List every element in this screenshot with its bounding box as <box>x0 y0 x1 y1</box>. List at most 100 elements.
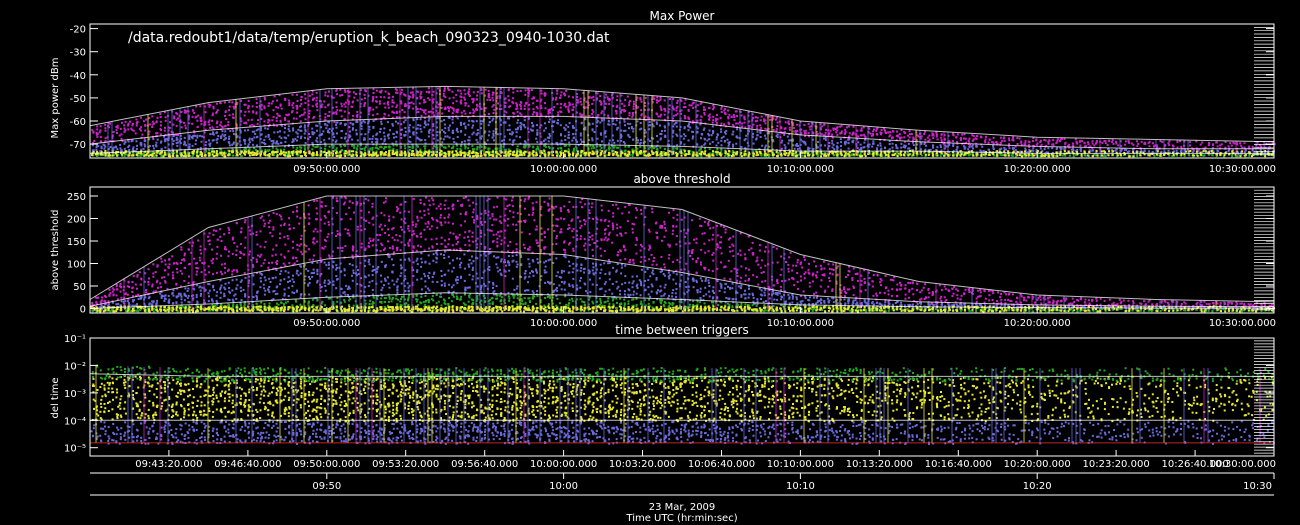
density-point <box>92 141 95 144</box>
density-point <box>95 131 98 134</box>
density-point <box>348 100 350 103</box>
density-point <box>748 151 751 154</box>
density-point <box>591 150 594 153</box>
density-point <box>368 110 371 113</box>
density-point <box>374 146 377 149</box>
density-point <box>803 154 806 157</box>
density-point <box>628 136 631 139</box>
density-point <box>343 144 346 147</box>
density-point <box>507 95 510 98</box>
density-point <box>672 108 675 111</box>
density-point <box>932 133 935 136</box>
density-point <box>968 137 971 140</box>
density-point <box>123 153 126 155</box>
density-point <box>271 143 274 146</box>
density-point <box>867 145 870 148</box>
density-point <box>172 154 175 157</box>
density-point <box>935 135 938 138</box>
density-point <box>824 134 827 137</box>
density-point <box>100 147 103 150</box>
density-point <box>428 115 430 118</box>
density-point <box>680 112 683 115</box>
density-point <box>741 125 744 128</box>
density-point <box>600 133 603 136</box>
density-point <box>464 125 467 128</box>
density-point <box>403 152 406 155</box>
density-point <box>507 88 510 91</box>
density-point <box>752 150 755 153</box>
density-point <box>427 130 430 133</box>
density-point <box>359 102 362 105</box>
density-point <box>247 129 250 132</box>
density-point <box>705 154 708 157</box>
density-point <box>241 150 244 153</box>
density-point <box>216 153 219 156</box>
density-point <box>820 128 822 131</box>
density-point <box>647 124 650 127</box>
density-point <box>183 150 186 153</box>
density-point <box>616 151 619 154</box>
density-point <box>616 146 618 149</box>
density-point <box>284 145 286 148</box>
density-point <box>448 151 451 154</box>
density-point <box>672 120 675 123</box>
density-point <box>803 140 805 143</box>
density-point <box>259 154 262 157</box>
density-point <box>539 155 542 158</box>
density-point <box>628 112 631 114</box>
density-point <box>416 127 419 130</box>
density-point <box>816 146 819 149</box>
density-point <box>253 151 256 154</box>
density-point <box>199 134 201 137</box>
density-point <box>496 97 499 100</box>
density-point <box>876 144 879 147</box>
density-point <box>512 141 515 144</box>
density-point <box>363 121 366 124</box>
density-point <box>303 124 306 127</box>
density-point <box>332 132 335 135</box>
density-point <box>580 114 583 117</box>
density-point <box>467 151 470 154</box>
density-point <box>419 128 422 130</box>
density-point <box>523 116 526 119</box>
density-point <box>167 129 170 132</box>
density-point <box>243 140 246 143</box>
density-point <box>163 129 166 132</box>
density-point <box>475 155 478 158</box>
density-point <box>431 134 434 136</box>
density-point <box>792 130 795 133</box>
density-point <box>784 127 787 130</box>
density-point <box>968 151 971 154</box>
density-point <box>148 151 151 154</box>
density-point <box>495 107 498 110</box>
density-point <box>688 104 691 107</box>
density-point <box>680 141 682 144</box>
density-point <box>472 131 475 134</box>
density-point <box>319 104 322 107</box>
density-point <box>463 89 466 92</box>
density-point <box>324 154 327 157</box>
density-point <box>368 149 371 152</box>
density-point <box>676 99 679 102</box>
density-point <box>111 134 114 137</box>
density-point <box>335 155 338 157</box>
density-point <box>859 151 862 154</box>
density-point <box>472 97 475 100</box>
density-point <box>383 138 386 141</box>
density-point <box>899 137 902 140</box>
density-point <box>101 153 104 156</box>
density-point <box>104 152 107 155</box>
density-point <box>923 143 926 146</box>
density-point <box>512 151 515 154</box>
density-point <box>308 112 311 115</box>
density-point <box>224 124 227 127</box>
density-point <box>276 124 278 127</box>
density-point <box>823 137 826 140</box>
density-point <box>875 152 878 155</box>
density-point <box>228 150 231 153</box>
density-point <box>109 122 112 125</box>
density-point <box>412 94 415 97</box>
density-point <box>592 151 595 154</box>
density-point <box>251 105 254 108</box>
density-point <box>908 147 911 150</box>
